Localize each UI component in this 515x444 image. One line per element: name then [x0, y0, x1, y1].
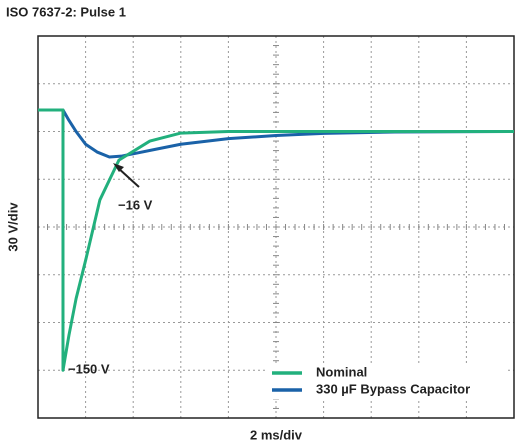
x-axis-label: 2 ms/div [250, 427, 303, 442]
plot-frame [37, 35, 515, 419]
legend-bg [266, 382, 506, 399]
series-line [38, 108, 514, 372]
chart-title: ISO 7637-2: Pulse 1 [6, 4, 126, 19]
annotation: −16 V [118, 197, 153, 212]
legend-label: 330 µF Bypass Capacitor [316, 381, 470, 396]
y-axis-label: 30 V/div [5, 202, 20, 252]
legend-bg [266, 365, 506, 382]
annotation: −150 V [68, 361, 110, 376]
annotation-arrowhead [113, 163, 124, 172]
legend-label: Nominal [316, 364, 367, 379]
